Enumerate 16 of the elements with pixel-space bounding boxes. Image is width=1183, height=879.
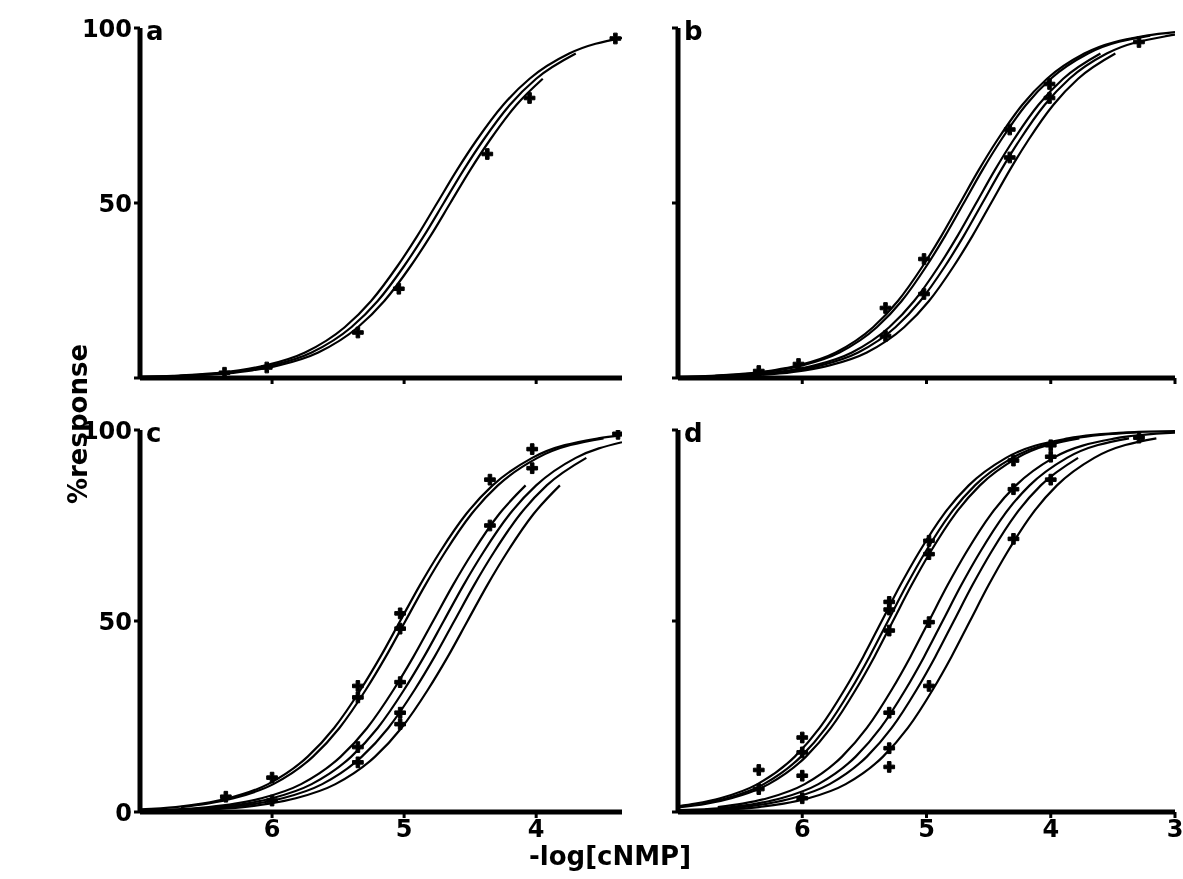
y-tick-label: 100 (81, 14, 132, 43)
x-tick-label: 3 (1166, 815, 1183, 844)
x-tick-label: 6 (263, 815, 281, 844)
chart-title: a (146, 16, 164, 46)
y-tick-label: 50 (98, 607, 132, 636)
chart-title: b (684, 16, 703, 46)
x-axis-title: -log[cNMP] (528, 841, 692, 871)
chart-title: c (146, 418, 162, 448)
x-tick-label: 6 (793, 815, 811, 844)
x-tick-label: 5 (395, 815, 413, 844)
x-tick-label: 4 (527, 815, 545, 844)
x-tick-label: 5 (918, 815, 935, 844)
chart-title: d (684, 418, 703, 448)
y-tick-label: 50 (98, 189, 132, 218)
x-tick-label: 4 (1042, 815, 1060, 844)
y-tick-label: 0 (115, 798, 132, 827)
